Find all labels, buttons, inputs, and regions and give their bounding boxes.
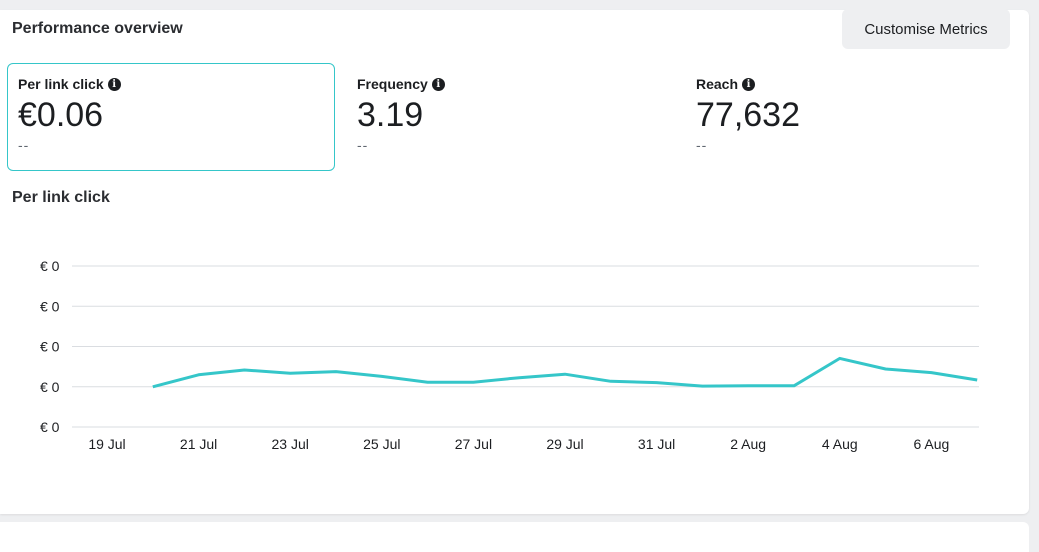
y-tick-label: € 0 (40, 339, 60, 355)
x-tick-label: 25 Jul (363, 436, 400, 452)
y-tick-label: € 0 (40, 419, 60, 435)
metric-value: €0.06 (18, 96, 104, 134)
line-chart: € 0 € 0 € 0 € 0 € 0 19 Jul 21 Jul 23 Jul 25 Jul 2… (40, 258, 979, 452)
metric-comparison: -- (696, 137, 708, 153)
metric-label-row: Reach i (696, 76, 1012, 92)
x-tick-label: 19 Jul (88, 436, 125, 452)
y-tick-label: € 0 (40, 379, 60, 395)
series-line (152, 356, 978, 389)
customise-metrics-button[interactable]: Customise Metrics (842, 9, 1010, 49)
page-title: Performance overview (12, 20, 183, 37)
x-tick-label: 29 Jul (546, 436, 583, 452)
info-icon[interactable]: i (107, 77, 121, 91)
x-tick-label: 6 Aug (913, 436, 949, 452)
x-tick-label: 2 Aug (730, 436, 766, 452)
performance-card (0, 10, 1029, 514)
metric-label: Reach (696, 76, 739, 92)
metric-label: Per link click (18, 76, 104, 92)
x-tick-label: 27 Jul (455, 436, 492, 452)
metric-label: Frequency (357, 76, 428, 92)
metric-card-per-link-click[interactable]: Per link click i €0.06 -- (7, 63, 335, 171)
info-icon[interactable]: i (431, 77, 445, 91)
metric-value: 77,632 (696, 96, 800, 134)
metric-label-row: Frequency i (357, 76, 673, 92)
x-tick-label: 21 Jul (180, 436, 217, 452)
metric-value: 3.19 (357, 96, 424, 134)
metric-card-reach[interactable]: Reach i 77,632 -- (685, 63, 1013, 171)
x-tick-label: 4 Aug (822, 436, 858, 452)
metric-label-row: Per link click i (18, 76, 334, 92)
info-icon[interactable]: i (742, 77, 756, 91)
y-tick-label: € 0 (40, 298, 60, 314)
metric-comparison: -- (357, 137, 369, 153)
metric-card-frequency[interactable]: Frequency i 3.19 -- (346, 63, 674, 171)
x-tick-label: 31 Jul (638, 436, 675, 452)
metric-comparison: -- (18, 137, 30, 153)
y-tick-label: € 0 (40, 258, 60, 274)
chart-title: Per link click (12, 189, 110, 206)
x-tick-label: 23 Jul (272, 436, 309, 452)
